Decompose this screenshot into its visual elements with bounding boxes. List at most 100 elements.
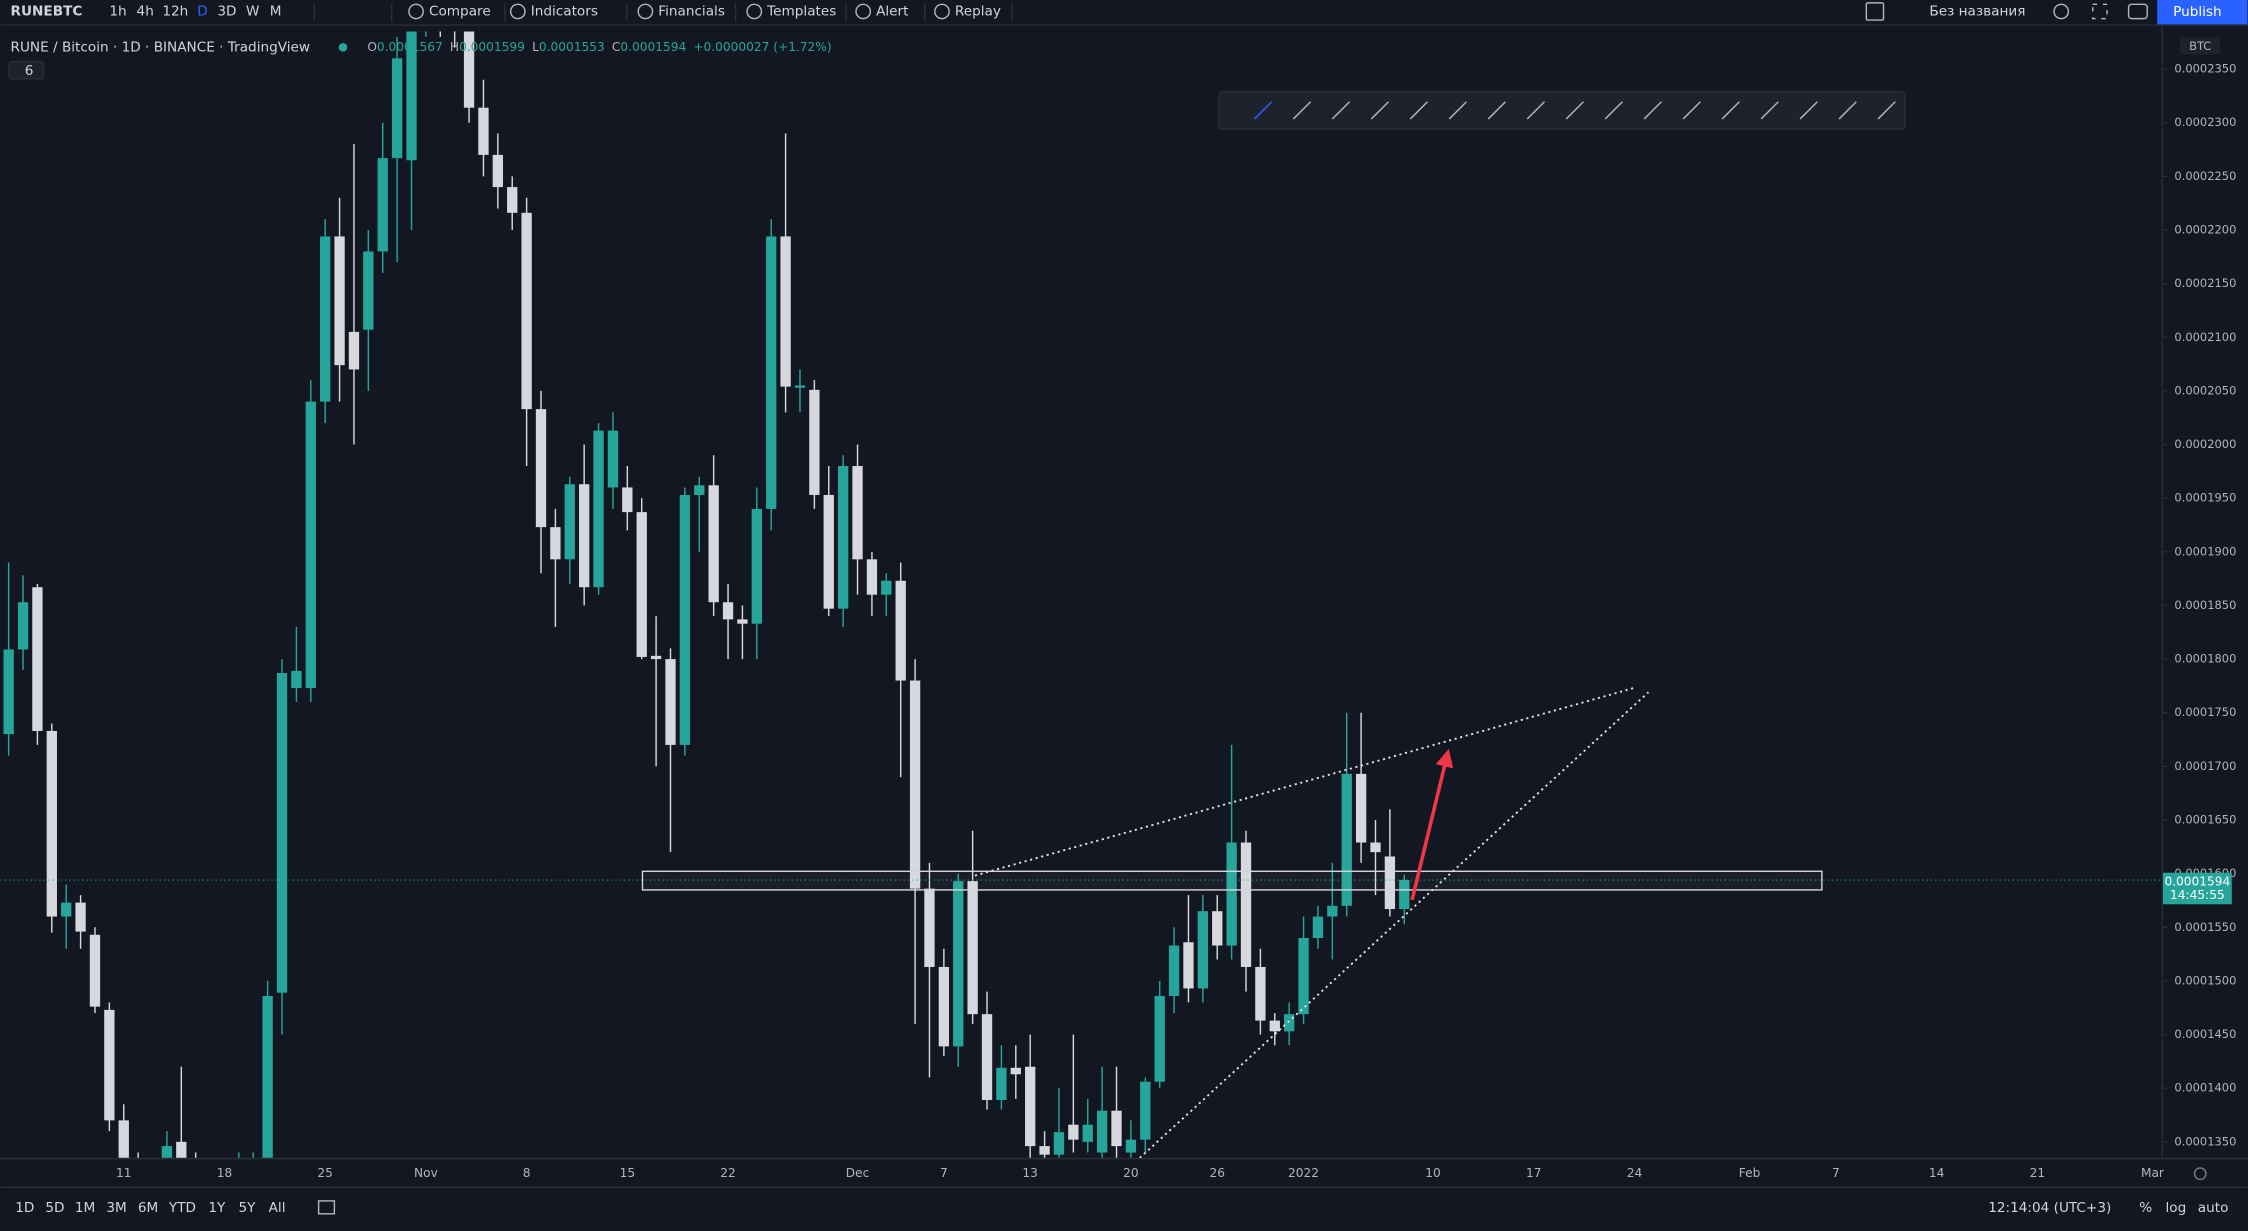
tool-icon[interactable] (1292, 101, 1312, 120)
tool-icon[interactable] (1721, 101, 1740, 120)
y-tick-label: 0.0002200 (2174, 222, 2236, 236)
indicator-badge[interactable] (8, 60, 45, 80)
goto-date[interactable] (317, 1200, 336, 1215)
candle-body (751, 508, 762, 624)
x-tick-label: 17 (1526, 1166, 1542, 1180)
indicator-count[interactable]: 6 (25, 63, 34, 79)
candle-body (1212, 911, 1223, 946)
y-tick-label: 0.0001750 (2174, 705, 2236, 719)
currency-button[interactable] (2180, 37, 2221, 55)
fullscreen-icon[interactable] (2092, 3, 2108, 20)
button-icon[interactable] (855, 3, 872, 20)
scale-settings[interactable] (2193, 1167, 2207, 1181)
candle-body (3, 649, 14, 735)
candle-body (981, 1014, 993, 1100)
interval-button[interactable]: 12h (162, 3, 188, 19)
symbol[interactable]: RUNEBTC (11, 3, 83, 19)
range-button[interactable]: 3M (106, 1200, 126, 1216)
layout-name[interactable]: Без названия (1929, 3, 2025, 19)
tool-icon[interactable] (1838, 101, 1857, 120)
candle-body (104, 1009, 115, 1121)
publish-label[interactable]: Publish (2173, 4, 2222, 20)
percent-toggle[interactable]: % (2139, 1200, 2152, 1216)
candle-body (1010, 1067, 1021, 1075)
settings-icon[interactable] (2053, 3, 2070, 20)
candle-body (967, 881, 978, 1015)
ohlc-label: O (367, 40, 377, 54)
currency[interactable]: BTC (2189, 39, 2211, 53)
tool-icon[interactable] (1487, 101, 1506, 120)
tool-icon[interactable] (1643, 101, 1662, 120)
candle-body (722, 602, 734, 620)
candle-body (953, 881, 964, 1047)
candle-body (276, 673, 288, 993)
rectangle-drawing (641, 870, 1823, 891)
tool-icon[interactable] (1448, 101, 1468, 120)
candle-body (708, 485, 719, 603)
interval-button[interactable]: W (246, 3, 260, 19)
tool-icon[interactable] (1331, 101, 1351, 120)
interval-button[interactable]: 3D (217, 3, 236, 19)
tool-icon[interactable] (1760, 101, 1779, 120)
tool-icon[interactable] (1253, 101, 1273, 120)
candle-body (780, 236, 791, 387)
tool-icon[interactable] (1565, 101, 1584, 120)
candle-body (334, 236, 345, 366)
candle-body (1082, 1124, 1093, 1142)
candle-body (305, 401, 316, 689)
tool-icon[interactable] (1877, 101, 1896, 120)
range-button[interactable]: 1D (15, 1200, 34, 1216)
button-icon[interactable] (637, 3, 654, 20)
range-button[interactable]: 1M (75, 1200, 95, 1216)
toolbar-button[interactable]: Compare (429, 3, 491, 19)
ohlc-value: 0.0001553 (539, 40, 605, 54)
y-tick-label: 0.0001950 (2174, 491, 2236, 505)
candle-body (507, 187, 518, 213)
tool-icon[interactable] (1526, 101, 1545, 120)
tool-icon[interactable] (1682, 101, 1701, 120)
toolbar-button[interactable]: Templates (766, 3, 836, 19)
range-button[interactable]: 5Y (238, 1200, 256, 1216)
button-icon[interactable] (408, 3, 424, 20)
tool-icon[interactable] (1799, 101, 1818, 120)
interval-button[interactable]: 4h (137, 3, 154, 19)
snapshot-icon[interactable] (2127, 3, 2148, 20)
x-tick-label: 18 (217, 1166, 233, 1180)
toolbar-button[interactable]: Alert (876, 3, 909, 19)
tool-icon[interactable] (1409, 101, 1429, 120)
y-tick-label: 0.0002150 (2174, 276, 2236, 290)
candle-body (1226, 842, 1237, 946)
range-button[interactable]: YTD (168, 1200, 196, 1216)
candle-body (391, 58, 403, 159)
range-button[interactable]: 1Y (208, 1200, 226, 1216)
candle-body (622, 487, 633, 513)
x-tick-label: 11 (116, 1166, 132, 1180)
tool-icon[interactable] (1604, 101, 1623, 120)
toolbar-button[interactable]: Indicators (531, 3, 598, 19)
publish-button[interactable] (2157, 0, 2248, 25)
button-icon[interactable] (746, 3, 763, 20)
interval-button[interactable]: M (270, 3, 282, 19)
y-tick-label: 0.0001550 (2174, 920, 2236, 934)
x-tick-label: 2022 (1288, 1166, 1319, 1180)
ohlc-value: 0.0001567 (377, 40, 443, 54)
log-toggle[interactable]: log (2165, 1200, 2186, 1216)
range-button[interactable]: 6M (138, 1200, 158, 1216)
range-button[interactable]: All (269, 1200, 286, 1216)
layout-icon[interactable] (1865, 2, 1885, 21)
button-icon[interactable] (934, 3, 950, 20)
toolbar-button[interactable]: Financials (658, 3, 725, 19)
interval-button[interactable]: 1h (109, 3, 126, 19)
candle-body (679, 494, 691, 745)
candle-body (694, 485, 705, 495)
button-icon[interactable] (509, 3, 526, 20)
toolbar-button[interactable]: Replay (955, 3, 1001, 19)
candle-body (938, 966, 950, 1047)
candle-body (909, 680, 921, 889)
candle-body (564, 484, 575, 560)
candle-body (809, 389, 820, 495)
tool-icon[interactable] (1370, 101, 1390, 120)
range-button[interactable]: 5D (45, 1200, 64, 1216)
auto-toggle[interactable]: auto (2198, 1200, 2229, 1216)
interval-button[interactable]: D (197, 3, 207, 19)
